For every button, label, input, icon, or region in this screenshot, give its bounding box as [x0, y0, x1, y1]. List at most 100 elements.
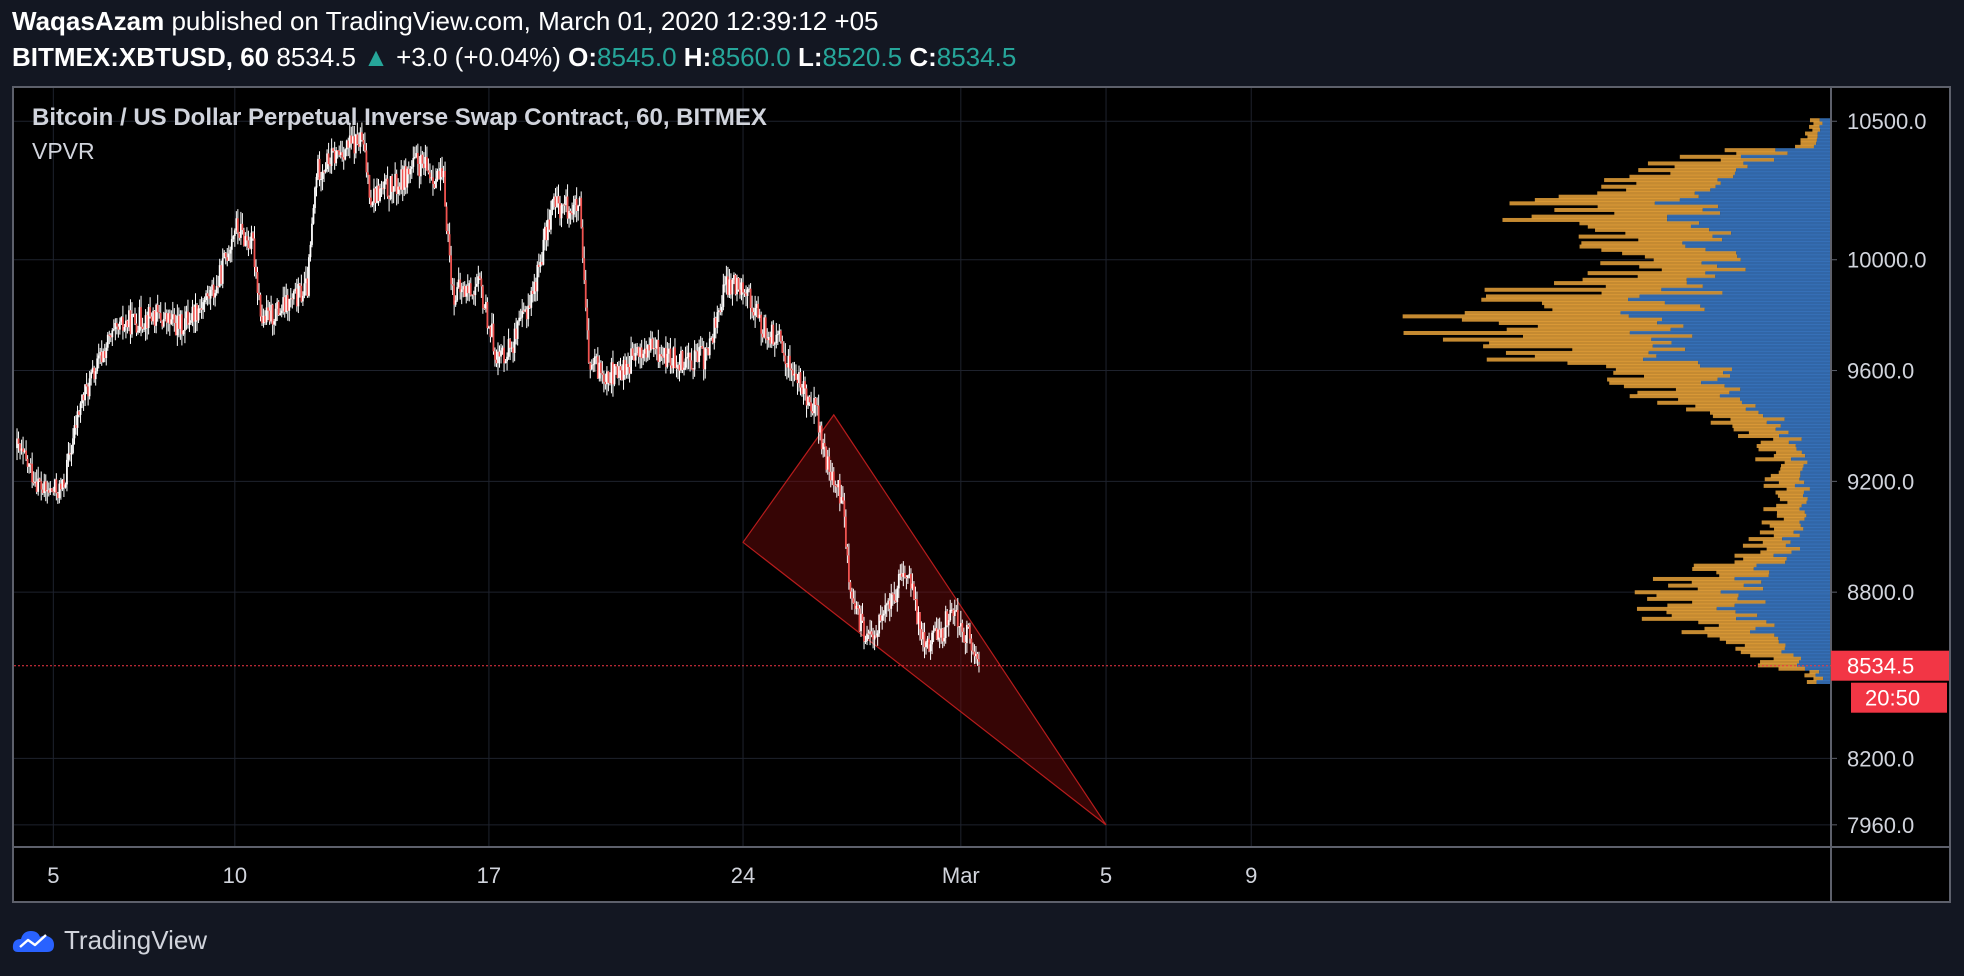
candle-body	[171, 314, 174, 320]
vp-bar-sell	[1804, 673, 1816, 678]
candle-body	[828, 456, 831, 472]
candle-body	[548, 219, 551, 230]
vp-bar-sell	[1505, 350, 1649, 355]
vp-bar-buy	[1685, 244, 1831, 249]
candle-body	[309, 244, 312, 258]
candle-body	[572, 204, 575, 215]
vp-bar-sell	[1730, 417, 1785, 422]
vp-bar-sell	[1740, 650, 1782, 655]
vp-bar-sell	[1692, 566, 1754, 571]
vp-bar-buy	[1816, 141, 1831, 146]
vp-bar-buy	[1698, 194, 1831, 199]
vp-bar-sell	[1750, 653, 1794, 658]
indicator-label[interactable]: VPVR	[32, 138, 95, 164]
vp-bar-buy	[1736, 251, 1831, 256]
vp-bar-sell	[1693, 563, 1757, 568]
vp-bar-sell	[1777, 493, 1804, 498]
candle-body	[787, 355, 790, 368]
candle-body	[946, 611, 949, 626]
vp-bar-buy	[1731, 367, 1831, 372]
candle-body	[631, 348, 634, 356]
candle-body	[524, 309, 527, 312]
candle-body	[353, 136, 356, 154]
candle-body	[47, 490, 50, 493]
candle-body	[575, 198, 578, 211]
vp-bar-buy	[1620, 311, 1831, 316]
vp-bar-sell	[1402, 314, 1629, 319]
vp-bar-buy	[1805, 453, 1831, 458]
vp-bar-buy	[1816, 138, 1831, 143]
candle-body	[439, 168, 442, 180]
vp-bar-sell	[1522, 334, 1693, 339]
candle-body	[37, 478, 40, 492]
wedge-drawing[interactable]	[742, 413, 1107, 826]
vp-bar-buy	[1740, 257, 1831, 262]
vp-bar-sell	[1481, 297, 1629, 302]
candle-body	[468, 283, 471, 294]
candle-body	[451, 284, 454, 286]
vp-bar-sell	[1609, 380, 1702, 385]
candle-body	[592, 364, 595, 366]
author-name[interactable]: WaqasAzam	[12, 6, 165, 36]
vp-bar-sell	[1554, 281, 1687, 286]
candle-body	[910, 573, 912, 589]
candle-body	[972, 650, 974, 652]
candle-body	[637, 346, 640, 357]
vp-bar-buy	[1793, 653, 1831, 658]
candle-body	[808, 396, 811, 403]
tradingview-logo[interactable]: TradingView	[12, 920, 207, 960]
candle-body	[193, 306, 195, 322]
candle-body	[807, 396, 809, 406]
candle-body	[855, 605, 858, 609]
vp-bar-sell	[1760, 550, 1792, 555]
candle-body	[537, 264, 540, 267]
candle-body	[320, 179, 322, 181]
vp-bar-sell	[1625, 231, 1732, 236]
candle-body	[481, 286, 484, 309]
candle-body	[403, 166, 406, 190]
candle-body	[120, 317, 123, 322]
vp-bar-sell	[1732, 424, 1781, 429]
candle-body	[494, 351, 496, 360]
candle-body	[568, 210, 570, 219]
candle-body	[99, 351, 102, 356]
candle-body	[622, 360, 625, 381]
candle-body	[556, 196, 558, 208]
candle-body	[817, 405, 820, 433]
candle-body	[716, 312, 719, 328]
candle-body	[78, 411, 80, 415]
candle-body	[652, 348, 655, 350]
candle-body	[733, 274, 735, 280]
candle-body	[832, 471, 835, 486]
candle-body	[776, 334, 779, 336]
candle-body	[90, 372, 93, 379]
vp-bar-buy	[1694, 191, 1831, 196]
vp-bar-buy	[1701, 380, 1831, 385]
vp-bar-buy	[1765, 600, 1831, 605]
candle-body	[292, 291, 295, 300]
vp-bar-sell	[1604, 178, 1718, 183]
vp-bar-sell	[1605, 284, 1703, 289]
candle-body	[507, 339, 510, 357]
candle-body	[111, 330, 114, 338]
candle-body	[230, 239, 233, 250]
candle-body	[52, 491, 55, 493]
candle-body	[362, 139, 365, 145]
cloud-logo-icon	[12, 931, 54, 952]
vp-bar-sell	[1787, 500, 1807, 505]
vp-bar-sell	[1720, 158, 1775, 163]
candle-body	[660, 354, 663, 357]
candle-body	[495, 359, 498, 364]
candle-body	[911, 583, 914, 589]
vp-bar-buy	[1733, 174, 1831, 179]
vp-bar-sell	[1786, 487, 1810, 492]
symbol-header: BITMEX:XBTUSD, 60 8534.5 ▲ +3.0 (+0.04%)…	[12, 42, 1016, 73]
vp-bar-buy	[1775, 427, 1831, 432]
candle-body	[504, 361, 507, 364]
candle-body	[751, 307, 753, 313]
candle-body	[264, 315, 266, 323]
chart-frame[interactable]: 5 10 17 24 Mar 5 9 10500.0 10000.0 9600.0 9200.0 88…	[12, 86, 1951, 903]
candle-body	[851, 591, 853, 599]
price-chart[interactable]: 5 10 17 24 Mar 5 9 10500.0 10000.0 9600.0 9200.0 88…	[14, 88, 1949, 901]
candle-body	[63, 479, 65, 488]
